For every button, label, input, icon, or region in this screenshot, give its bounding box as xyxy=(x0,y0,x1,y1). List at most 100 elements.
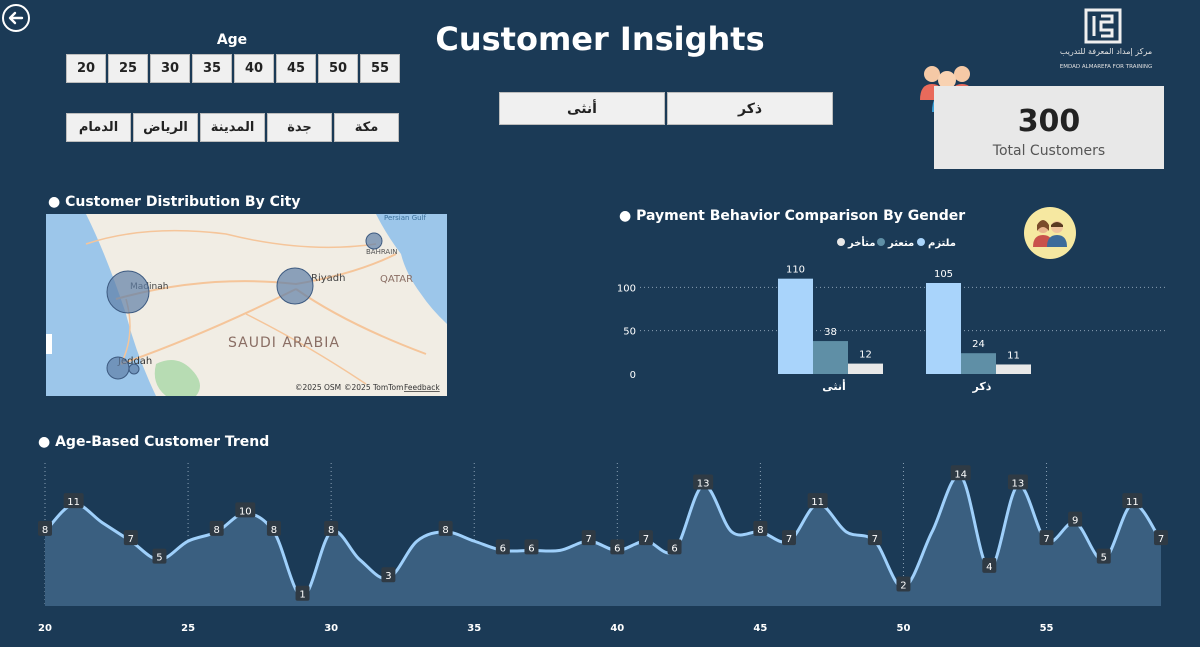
age-option-25[interactable]: 25 xyxy=(108,54,148,83)
x-tick-label: 25 xyxy=(181,623,195,634)
data-label-bg xyxy=(63,493,84,509)
data-label: 3 xyxy=(385,571,391,582)
bar-0-1[interactable] xyxy=(813,341,848,374)
city-option-riyadh[interactable]: الرياض xyxy=(133,113,198,142)
data-label-bg xyxy=(295,585,310,601)
age-trend-chart: 8 11 7 5 8 10 8 1 8 3 8 6 6 7 6 7 6 13 8 7 11 7 2 14 4 13 7 9 5 11 7 2… xyxy=(0,455,1200,647)
city-option-jeddah[interactable]: جدة xyxy=(267,113,332,142)
data-label-bg xyxy=(1039,530,1054,546)
map-feedback-link[interactable]: Feedback xyxy=(404,383,440,392)
age-filter-label: Age xyxy=(216,32,248,48)
x-tick-label: 50 xyxy=(897,623,911,634)
data-label: 9 xyxy=(1072,516,1078,527)
data-label-bg xyxy=(123,530,138,546)
data-label-bg xyxy=(896,576,911,592)
total-customers-card: 300 Total Customers xyxy=(934,86,1164,169)
bar-value-label: 38 xyxy=(824,327,837,338)
total-customers-value: 300 xyxy=(1017,104,1081,139)
data-label-bg xyxy=(381,567,396,583)
age-option-40[interactable]: 40 xyxy=(234,54,274,83)
data-label: 1 xyxy=(299,590,305,601)
age-option-50[interactable]: 50 xyxy=(318,54,358,83)
age-option-20[interactable]: 20 xyxy=(66,54,106,83)
data-label-bg xyxy=(438,520,453,536)
y-tick-label: 50 xyxy=(623,327,636,338)
bar-value-label: 12 xyxy=(859,350,872,361)
data-label-bg xyxy=(867,530,882,546)
data-label-bg xyxy=(266,520,281,536)
city-bubble-madinah[interactable] xyxy=(106,270,150,314)
bar-1-0[interactable] xyxy=(926,283,961,374)
legend-marker-0 xyxy=(837,238,845,246)
city-option-makkah[interactable]: مكة xyxy=(334,113,399,142)
map-label-gulf: Persian Gulf xyxy=(384,214,427,222)
bar-1-1[interactable] xyxy=(961,353,996,374)
data-label-bg xyxy=(753,520,768,536)
age-option-30[interactable]: 30 xyxy=(150,54,190,83)
city-bubble-makkah[interactable] xyxy=(128,363,140,375)
x-tick-label: 30 xyxy=(324,623,338,634)
legend-label-1[interactable]: متعثر xyxy=(887,238,914,249)
data-label-bg xyxy=(152,548,167,564)
gender-option-male[interactable]: ذكر xyxy=(667,92,833,125)
city-option-dammam[interactable]: الدمام xyxy=(66,113,131,142)
legend-label-0[interactable]: متأخر xyxy=(847,236,875,249)
city-slicer: مكة جدة المدينة الرياض الدمام xyxy=(66,113,399,142)
category-label-1: ذكر xyxy=(972,380,992,393)
map-attribution-tomtom: ©2025 TomTom xyxy=(344,383,403,392)
city-option-madinah[interactable]: المدينة xyxy=(200,113,265,142)
red-sea-shape xyxy=(46,214,156,396)
data-label: 13 xyxy=(697,479,710,490)
data-label: 5 xyxy=(1101,553,1107,564)
trend-chart-title-text: Age-Based Customer Trend xyxy=(55,434,270,450)
legend-marker-2 xyxy=(917,238,925,246)
gender-option-female[interactable]: أنثى xyxy=(499,92,665,125)
legend-marker-1 xyxy=(877,238,885,246)
data-label: 8 xyxy=(757,525,763,536)
logo-mark-icon: مركز إمداد المعرفة للتدريب EMDAD ALMAREF… xyxy=(1060,8,1152,70)
persian-gulf-shape xyxy=(376,214,447,324)
data-label-bg xyxy=(1096,548,1111,564)
category-label-0: أنثى xyxy=(822,379,846,393)
x-tick-label: 35 xyxy=(467,623,481,634)
data-label: 11 xyxy=(67,497,80,508)
data-label-bg xyxy=(235,502,256,518)
city-bubble-dammam[interactable] xyxy=(365,232,383,250)
age-option-35[interactable]: 35 xyxy=(192,54,232,83)
data-label-bg xyxy=(324,520,339,536)
green-area-shape xyxy=(154,360,200,396)
data-label: 7 xyxy=(1043,534,1049,545)
data-label: 8 xyxy=(214,525,220,536)
x-tick-label: 55 xyxy=(1040,623,1054,634)
map-label-madinah: Madinah xyxy=(130,282,168,292)
data-label: 7 xyxy=(586,534,592,545)
bar-0-0[interactable] xyxy=(778,278,813,374)
y-tick-label: 100 xyxy=(617,283,636,294)
data-label: 10 xyxy=(239,506,252,517)
data-label-bg xyxy=(209,520,224,536)
age-option-55[interactable]: 55 xyxy=(360,54,400,83)
bar-1-2[interactable] xyxy=(996,364,1031,374)
y-tick-label: 0 xyxy=(630,370,636,381)
customer-distribution-map[interactable]: SAUDI ARABIA Riyadh Madinah Jeddah QATAR… xyxy=(46,214,447,396)
total-customers-label: Total Customers xyxy=(992,143,1106,159)
gender-slicer: ذكر أنثى xyxy=(499,92,833,125)
data-label: 8 xyxy=(328,525,334,536)
data-label: 2 xyxy=(900,580,906,591)
data-label-bg xyxy=(1007,474,1028,490)
x-tick-label: 45 xyxy=(753,623,767,634)
city-bubble-jeddah[interactable] xyxy=(106,356,130,380)
legend-label-2[interactable]: ملتزم xyxy=(928,238,956,249)
data-label-bg xyxy=(581,530,596,546)
city-bubble-riyadh[interactable] xyxy=(276,267,314,305)
bar-0-2[interactable] xyxy=(848,363,883,374)
data-label: 7 xyxy=(786,534,792,545)
data-label: 8 xyxy=(42,525,48,536)
data-label-bg xyxy=(524,539,539,555)
age-option-45[interactable]: 45 xyxy=(276,54,316,83)
data-label-bg xyxy=(693,474,714,490)
data-label-bg xyxy=(1122,493,1143,509)
back-button[interactable] xyxy=(2,4,30,32)
map-label-country: SAUDI ARABIA xyxy=(228,335,340,351)
data-label: 7 xyxy=(128,534,134,545)
